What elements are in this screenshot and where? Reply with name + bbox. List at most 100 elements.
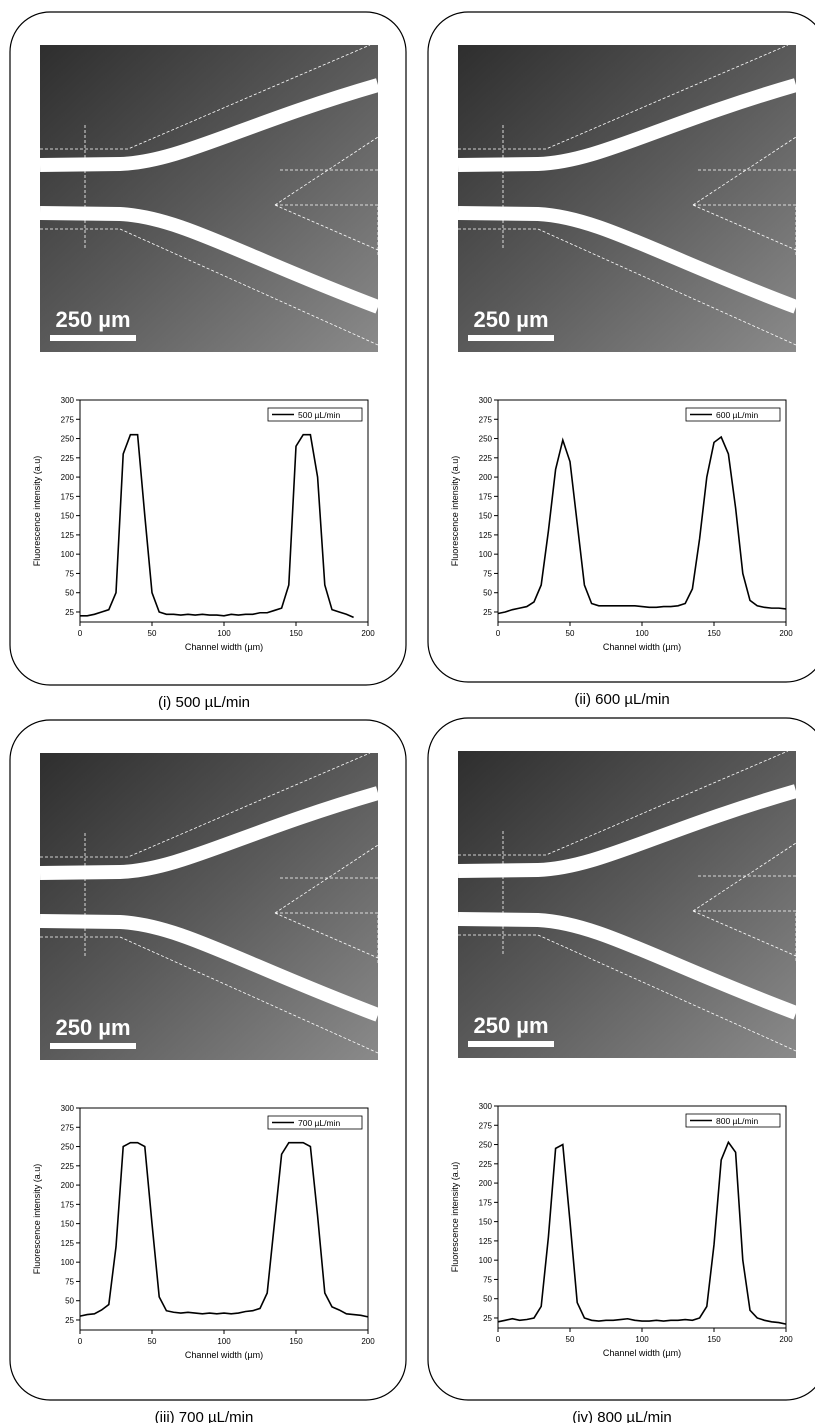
y-tick-label: 175 — [479, 492, 493, 501]
micrograph: 250 µm — [39, 752, 381, 1060]
y-tick-label: 250 — [479, 1141, 493, 1150]
y-tick-label: 150 — [479, 1218, 493, 1227]
x-tick-label: 0 — [496, 1335, 501, 1344]
x-axis-label: Channel width (µm) — [185, 642, 263, 652]
channel-wall — [39, 786, 380, 880]
x-tick-label: 200 — [361, 1337, 375, 1346]
y-tick-label: 250 — [61, 1143, 75, 1152]
x-tick-label: 200 — [361, 629, 375, 638]
channel-wall — [39, 914, 381, 1022]
x-tick-label: 100 — [635, 1335, 649, 1344]
panel: (i) 500 µL/min 250 µm 0 50 100 150 200 25 50 75 10… — [9, 11, 407, 711]
legend-box — [267, 1115, 363, 1130]
y-tick-label: 225 — [479, 454, 493, 463]
y-tick-label: 225 — [61, 1162, 75, 1171]
caption: (i) 500 µL/min — [158, 694, 250, 711]
y-tick-label: 75 — [65, 1277, 74, 1286]
channel-wall — [457, 912, 799, 1020]
y-tick-label: 25 — [65, 1316, 74, 1325]
x-tick-label: 0 — [78, 629, 83, 638]
panel-frame — [9, 719, 407, 1401]
y-tick-label: 300 — [61, 396, 75, 405]
x-tick-label: 50 — [566, 629, 575, 638]
y-axis-label: Fluorescence intensity (a.u) — [450, 1162, 460, 1273]
legend-label: 700 µL/min — [298, 1118, 340, 1128]
x-tick-label: 200 — [779, 629, 793, 638]
y-tick-label: 175 — [61, 1200, 75, 1209]
x-axis-label: Channel width (µm) — [185, 1350, 263, 1360]
scale-bar — [50, 335, 136, 341]
y-tick-label: 150 — [61, 512, 75, 521]
plot-frame — [497, 399, 787, 623]
x-tick-label: 150 — [289, 629, 303, 638]
image-bg — [458, 45, 796, 352]
plot-frame — [79, 1107, 369, 1331]
y-tick-label: 125 — [61, 1239, 75, 1248]
legend-box — [267, 407, 363, 422]
legend-box — [685, 1113, 781, 1128]
y-tick-label: 275 — [479, 415, 493, 424]
y-tick-label: 300 — [479, 1102, 493, 1111]
micrograph: 250 µm — [39, 44, 381, 352]
caption: (iii) 700 µL/min — [155, 1409, 254, 1423]
image-bg — [40, 753, 378, 1060]
image-bg — [458, 751, 796, 1058]
y-tick-label: 50 — [65, 589, 74, 598]
y-axis-label: Fluorescence intensity (a.u) — [450, 456, 460, 567]
data-line — [79, 1141, 369, 1318]
x-tick-label: 50 — [566, 1335, 575, 1344]
y-tick-label: 125 — [479, 531, 493, 540]
x-tick-label: 50 — [148, 629, 157, 638]
x-tick-label: 0 — [496, 629, 501, 638]
y-axis-label: Fluorescence intensity (a.u) — [32, 456, 42, 567]
y-tick-label: 200 — [61, 473, 75, 482]
channel-wall — [39, 78, 380, 172]
x-axis-label: Channel width (µm) — [603, 642, 681, 652]
y-tick-label: 100 — [479, 1256, 493, 1265]
y-tick-label: 150 — [479, 512, 493, 521]
x-tick-label: 100 — [217, 1337, 231, 1346]
y-tick-label: 25 — [65, 608, 74, 617]
scale-bar — [468, 1041, 554, 1047]
channel-wall — [457, 784, 798, 878]
data-line — [497, 1140, 787, 1325]
y-tick-label: 75 — [65, 569, 74, 578]
y-tick-label: 200 — [479, 473, 493, 482]
data-line — [497, 435, 787, 615]
x-tick-label: 200 — [779, 1335, 793, 1344]
image-bg — [40, 45, 378, 352]
y-tick-label: 250 — [479, 435, 493, 444]
y-tick-label: 175 — [479, 1198, 493, 1207]
plot-frame — [79, 399, 369, 623]
y-tick-label: 125 — [61, 531, 75, 540]
panel-frame — [427, 11, 815, 683]
x-tick-label: 100 — [217, 629, 231, 638]
panel: (ii) 600 µL/min 250 µm 0 50 100 150 200 25 50 75 1… — [427, 11, 815, 708]
channel-wall — [457, 78, 798, 172]
x-tick-label: 100 — [635, 629, 649, 638]
panel: (iv) 800 µL/min 250 µm 0 50 100 150 200 25 50 75 1… — [427, 717, 815, 1426]
channel-dash — [40, 752, 379, 1054]
scale-bar — [50, 1043, 136, 1049]
scale-bar-label: 250 µm — [55, 307, 130, 332]
y-tick-label: 225 — [61, 454, 75, 463]
micrograph: 250 µm — [457, 750, 799, 1058]
scale-bar-label: 250 µm — [473, 307, 548, 332]
channel-dash — [458, 750, 797, 1052]
y-tick-label: 75 — [483, 569, 492, 578]
y-tick-label: 250 — [61, 435, 75, 444]
y-tick-label: 100 — [479, 550, 493, 559]
y-tick-label: 50 — [483, 1295, 492, 1304]
y-axis-label: Fluorescence intensity (a.u) — [32, 1164, 42, 1275]
y-tick-label: 275 — [479, 1121, 493, 1130]
y-tick-label: 100 — [61, 1258, 75, 1267]
legend-label: 500 µL/min — [298, 410, 340, 420]
x-tick-label: 150 — [289, 1337, 303, 1346]
panel-frame — [9, 11, 407, 686]
y-tick-label: 150 — [61, 1220, 75, 1229]
scale-bar-label: 250 µm — [473, 1013, 548, 1038]
y-tick-label: 100 — [61, 550, 75, 559]
panel: (iii) 700 µL/min 250 µm 0 50 100 150 200 25 50 75… — [9, 719, 407, 1426]
plot-frame — [497, 1105, 787, 1329]
